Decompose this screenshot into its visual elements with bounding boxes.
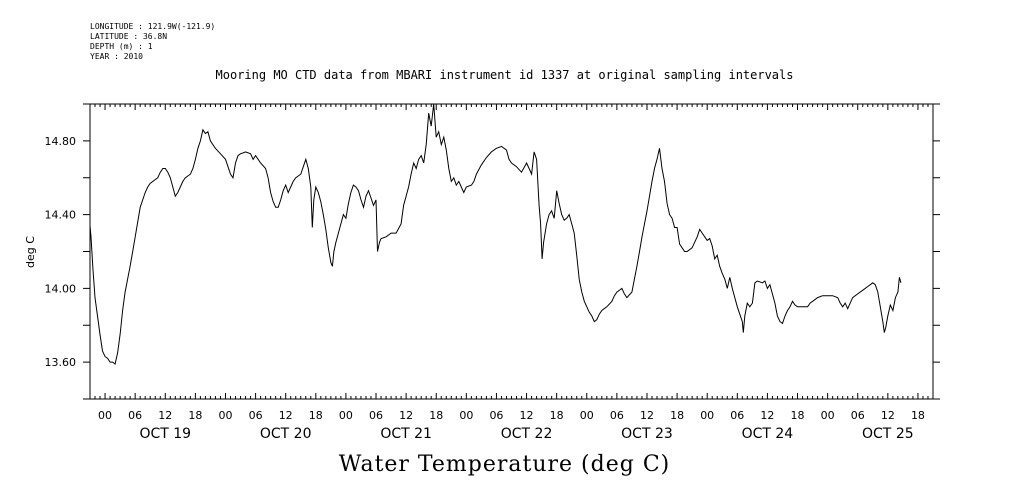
year-label: YEAR : 2010	[90, 52, 143, 61]
x-tick-label: 12	[881, 409, 895, 422]
y-tick-label: 14.40	[45, 209, 77, 222]
series-line	[89, 103, 902, 365]
y-axis-label: deg C	[24, 236, 37, 268]
x-day-label: OCT 19	[139, 426, 191, 442]
depth-label: DEPTH (m) : 1	[90, 42, 153, 51]
x-tick-label: 18	[791, 409, 805, 422]
x-tick-label: 12	[158, 409, 172, 422]
x-tick-label: 06	[610, 409, 624, 422]
x-tick-label: 06	[369, 409, 383, 422]
metadata-block: LONGITUDE : 121.9W(-121.9) LATITUDE : 36…	[90, 22, 215, 62]
x-tick-label: 00	[339, 409, 353, 422]
x-day-label: OCT 24	[742, 426, 794, 442]
x-tick-label: 12	[399, 409, 413, 422]
y-tick-label: 14.80	[45, 135, 77, 148]
x-tick-label: 00	[459, 409, 473, 422]
x-tick-label: 06	[128, 409, 142, 422]
x-tick-label: 18	[911, 409, 925, 422]
x-tick-label: 00	[218, 409, 232, 422]
x-tick-label: 12	[640, 409, 654, 422]
x-day-label: OCT 22	[501, 426, 553, 442]
x-tick-label: 18	[670, 409, 684, 422]
x-day-label: OCT 20	[260, 426, 312, 442]
x-tick-label: 00	[98, 409, 112, 422]
x-tick-label: 06	[730, 409, 744, 422]
longitude-label: LONGITUDE : 121.9W(-121.9)	[90, 22, 216, 31]
x-tick-label: 18	[188, 409, 202, 422]
chart-title: Mooring MO CTD data from MBARI instrumen…	[215, 68, 794, 82]
x-tick-label: 00	[700, 409, 714, 422]
plot-frame	[89, 103, 934, 400]
x-tick-label: 06	[249, 409, 263, 422]
x-axis-label: Water Temperature (deg C)	[338, 452, 671, 477]
x-tick-label: 12	[520, 409, 534, 422]
x-tick-label: 00	[821, 409, 835, 422]
x-day-label: OCT 25	[862, 426, 914, 442]
x-tick-label: 00	[580, 409, 594, 422]
x-tick-label: 06	[851, 409, 865, 422]
axis-ticks	[83, 103, 940, 400]
x-tick-label: 06	[489, 409, 503, 422]
x-tick-label: 12	[760, 409, 774, 422]
x-tick-label: 18	[309, 409, 323, 422]
latitude-label: LATITUDE : 36.8N	[90, 32, 168, 41]
x-tick-label: 12	[279, 409, 293, 422]
x-tick-label: 18	[429, 409, 443, 422]
y-tick-label: 14.00	[45, 282, 77, 295]
x-day-label: OCT 23	[621, 426, 673, 442]
axis-labels: 00 06 12 18 00 06 12 18 00 06 12 18 00 06 12 18 00 06 12 18…	[45, 135, 925, 442]
x-tick-label: 18	[550, 409, 564, 422]
x-day-label: OCT 21	[380, 426, 432, 442]
y-tick-label: 13.60	[45, 356, 77, 369]
